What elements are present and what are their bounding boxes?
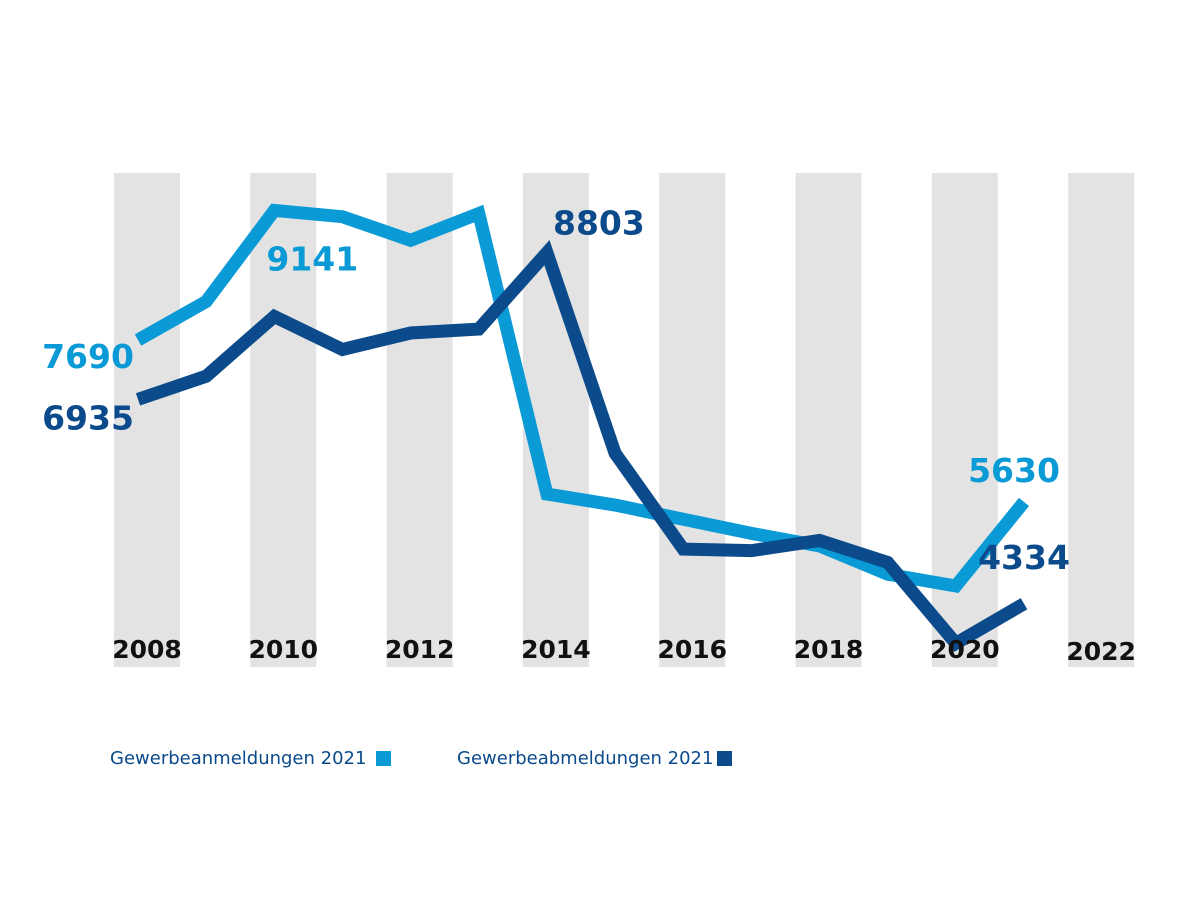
stripe-2010 [250,173,317,667]
stripe-2020 [931,173,998,667]
tick-label-2018: 2018 [794,635,864,664]
legend-swatch-anmeldungen [376,751,392,766]
tick-label-2014: 2014 [521,635,591,664]
series-line-0 [134,203,1030,594]
legend-swatch-abmeldungen [717,751,733,766]
legend-label-abmeldungen: Gewerbeabmeldungen 2021 [457,748,714,769]
data-label-6935: 6935 [42,398,134,437]
legend-item-anmeldungen: Gewerbeanmeldungen 2021 [110,748,392,769]
legend-item-abmeldungen: Gewerbeabmeldungen 2021 [457,748,733,769]
x-axis-tick-labels: 2008 2010 2012 2014 2016 2018 2020 2022 [112,635,1136,666]
tick-label-2016: 2016 [657,635,727,664]
data-label-8803: 8803 [553,204,645,243]
tick-label-2010: 2010 [249,635,319,664]
series-line-1 [135,239,1028,652]
data-label-9141: 9141 [266,239,358,278]
tick-label-2022: 2022 [1066,637,1136,666]
stripe-2012 [386,173,453,667]
stripe-2008 [114,173,180,667]
series-lines [134,203,1030,652]
stripe-2016 [659,173,726,667]
legend-label-anmeldungen: Gewerbeanmeldungen 2021 [110,748,367,769]
stripe-2022 [1068,173,1135,667]
background-stripes [114,173,1135,667]
data-label-7690: 7690 [42,337,134,376]
tick-label-2008: 2008 [112,635,182,664]
data-label-5630: 5630 [968,451,1060,490]
tick-label-2020: 2020 [930,635,1000,664]
data-label-4334: 4334 [978,538,1070,577]
data-labels: 7690 9141 5630 6935 8803 4334 [42,204,1070,577]
stripe-2018 [795,173,862,667]
tick-label-2012: 2012 [385,635,455,664]
